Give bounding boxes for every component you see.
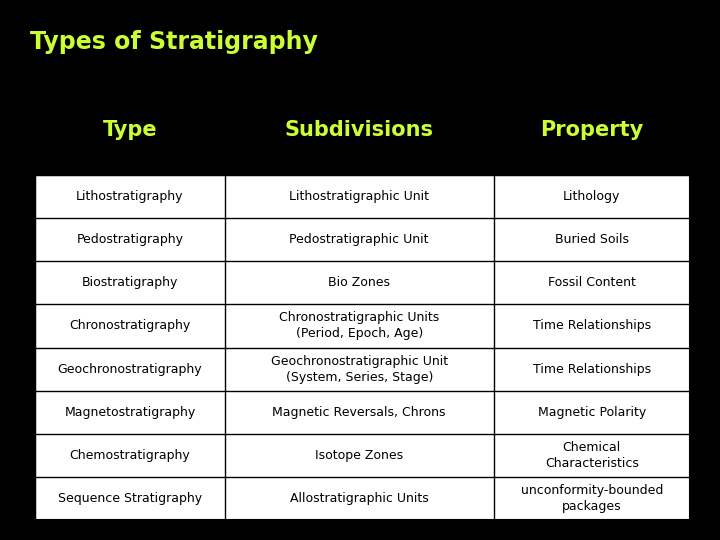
Text: Chemical
Characteristics: Chemical Characteristics [545,441,639,470]
Text: Chronostratigraphy: Chronostratigraphy [69,320,191,333]
Text: Types of Stratigraphy: Types of Stratigraphy [30,30,318,54]
Text: Geochronostratigraphic Unit
(System, Series, Stage): Geochronostratigraphic Unit (System, Ser… [271,355,448,383]
Text: Chemostratigraphy: Chemostratigraphy [70,449,190,462]
Text: Lithology: Lithology [563,190,621,203]
Text: Type: Type [103,120,157,140]
Text: Fossil Content: Fossil Content [548,276,636,289]
Text: Pedostratigraphic Unit: Pedostratigraphic Unit [289,233,429,246]
Text: Property: Property [540,120,644,140]
Text: Bio Zones: Bio Zones [328,276,390,289]
Text: Geochronostratigraphy: Geochronostratigraphy [58,362,202,375]
Bar [35,175,690,520]
Text: Magnetostratigraphy: Magnetostratigraphy [64,406,196,419]
Text: Pedostratigraphy: Pedostratigraphy [76,233,184,246]
Text: unconformity-bounded
packages: unconformity-bounded packages [521,484,663,513]
Text: Biostratigraphy: Biostratigraphy [82,276,178,289]
Text: Lithostratigraphy: Lithostratigraphy [76,190,184,203]
Text: Lithostratigraphic Unit: Lithostratigraphic Unit [289,190,429,203]
Text: Buried Soils: Buried Soils [554,233,629,246]
Text: Magnetic Polarity: Magnetic Polarity [538,406,646,419]
Text: Isotope Zones: Isotope Zones [315,449,403,462]
Text: Chronostratigraphic Units
(Period, Epoch, Age): Chronostratigraphic Units (Period, Epoch… [279,312,439,340]
Text: Time Relationships: Time Relationships [533,362,651,375]
Text: Time Relationships: Time Relationships [533,320,651,333]
Text: Allostratigraphic Units: Allostratigraphic Units [290,492,428,505]
Text: Magnetic Reversals, Chrons: Magnetic Reversals, Chrons [272,406,446,419]
Text: Subdivisions: Subdivisions [284,120,433,140]
Text: Sequence Stratigraphy: Sequence Stratigraphy [58,492,202,505]
